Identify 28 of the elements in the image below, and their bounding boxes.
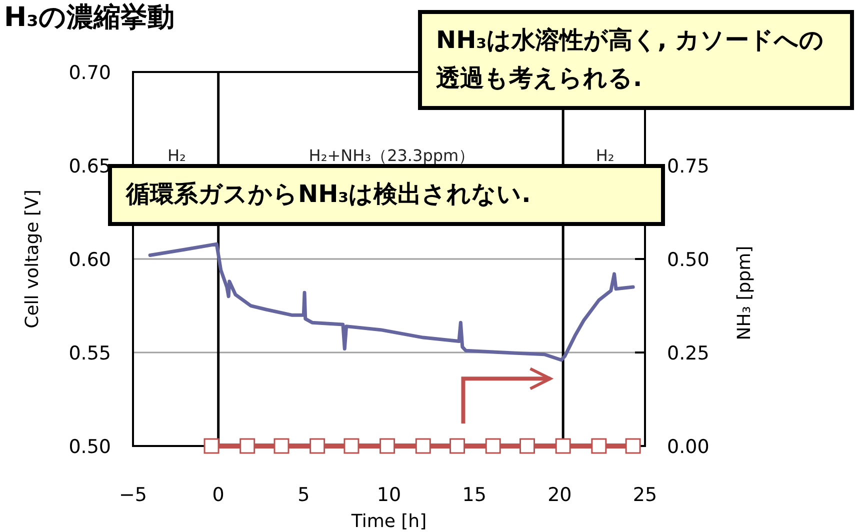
y-tick-label: 0.50 <box>68 436 111 458</box>
x-tick-label: 20 <box>548 484 572 506</box>
annotation: H₂ <box>596 146 614 165</box>
annotation: NH₃は水溶性が高く, カソードへの透過も考えられる. <box>436 26 824 92</box>
y-axis-title: Cell voltage [V] <box>22 190 43 328</box>
x-tick-label: 0 <box>212 484 224 506</box>
y-tick-label: 0.55 <box>68 342 111 364</box>
y-tick-label: 0.60 <box>68 249 111 271</box>
note: 循環系ガスからNH₃は検出されない. <box>108 164 665 226</box>
x-tick-label: 25 <box>632 484 658 506</box>
y2-tick-label: 0.00 <box>667 436 710 458</box>
annotation: H₂+NH₃（23.3ppm） <box>308 146 475 165</box>
x-tick-label: 10 <box>376 484 402 506</box>
y2-tick-label: 0.50 <box>667 249 710 271</box>
y2-axis-title: NH₃ [ppm] <box>734 246 755 340</box>
note: NH₃は水溶性が高く, カソードへの透過も考えられる. <box>418 10 854 110</box>
y-tick-label: 0.65 <box>68 156 111 178</box>
annotation: H₂ <box>167 146 186 165</box>
x-tick-label: 15 <box>462 484 486 506</box>
x-tick-label: −5 <box>118 484 148 506</box>
annotation: 循環系ガスからNH₃は検出されない. <box>125 180 531 208</box>
chart-title: H₃の濃縮挙動 <box>4 2 174 33</box>
x-tick-label: 5 <box>298 484 310 506</box>
y2-tick-label: 0.25 <box>667 342 710 364</box>
y2-tick-label: 0.75 <box>667 156 710 178</box>
y-tick-label: 0.70 <box>68 62 111 84</box>
line-series <box>148 242 635 362</box>
x-axis-title: Time [h] <box>350 511 427 532</box>
